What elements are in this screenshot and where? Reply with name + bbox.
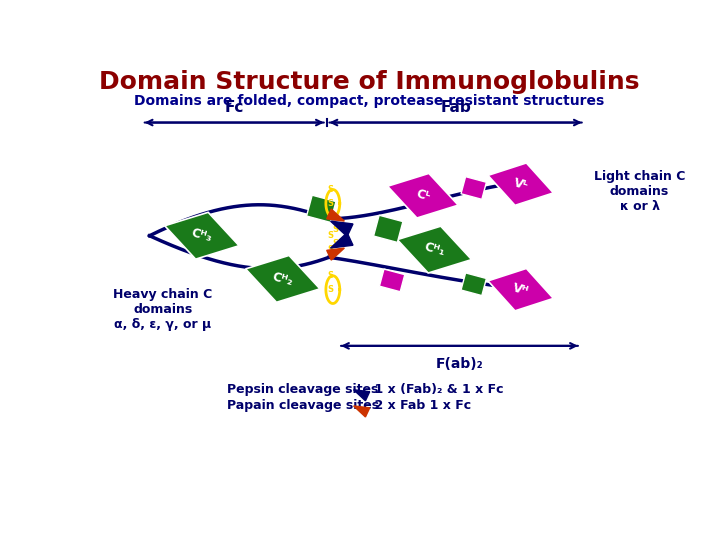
Text: Papain cleavage sites: Papain cleavage sites bbox=[227, 400, 379, 413]
Text: S: S bbox=[332, 239, 338, 248]
Text: Fc: Fc bbox=[225, 100, 244, 115]
Text: Fab: Fab bbox=[441, 100, 472, 115]
Text: - 2 x Fab 1 x Fc: - 2 x Fab 1 x Fc bbox=[365, 400, 472, 413]
Text: S: S bbox=[328, 285, 333, 294]
Polygon shape bbox=[387, 173, 458, 218]
Text: Cᴴ₂: Cᴴ₂ bbox=[271, 270, 294, 288]
Polygon shape bbox=[354, 390, 369, 401]
Text: Vᴸ: Vᴸ bbox=[512, 176, 529, 192]
Text: Cᴴ₁: Cᴴ₁ bbox=[423, 241, 446, 259]
Text: Heavy chain C
domains
α, δ, ε, γ, or μ: Heavy chain C domains α, δ, ε, γ, or μ bbox=[113, 288, 212, 331]
Text: Pepsin cleavage sites: Pepsin cleavage sites bbox=[227, 383, 378, 396]
Text: Cᴴ₃: Cᴴ₃ bbox=[190, 227, 214, 245]
Text: S: S bbox=[332, 225, 338, 234]
Text: S: S bbox=[328, 231, 333, 240]
Polygon shape bbox=[165, 212, 239, 259]
Polygon shape bbox=[327, 248, 344, 260]
Polygon shape bbox=[488, 268, 554, 311]
Polygon shape bbox=[397, 226, 472, 273]
Text: S: S bbox=[328, 245, 333, 254]
Text: S: S bbox=[328, 271, 333, 280]
Polygon shape bbox=[307, 195, 336, 222]
Polygon shape bbox=[354, 406, 369, 417]
Text: S: S bbox=[328, 185, 333, 194]
Text: S: S bbox=[328, 199, 333, 208]
Text: Domains are folded, compact, protease resistant structures: Domains are folded, compact, protease re… bbox=[134, 94, 604, 108]
Polygon shape bbox=[379, 269, 405, 292]
Polygon shape bbox=[327, 209, 344, 221]
Polygon shape bbox=[330, 221, 353, 237]
Text: Vᴴ: Vᴴ bbox=[511, 281, 530, 298]
Polygon shape bbox=[461, 273, 487, 295]
Polygon shape bbox=[461, 177, 487, 199]
Polygon shape bbox=[330, 233, 353, 248]
Text: Light chain C
domains
κ or λ: Light chain C domains κ or λ bbox=[594, 170, 685, 213]
Text: Domain Structure of Immunoglobulins: Domain Structure of Immunoglobulins bbox=[99, 70, 639, 94]
Polygon shape bbox=[246, 255, 320, 302]
Polygon shape bbox=[374, 215, 403, 242]
Text: Cᴸ: Cᴸ bbox=[415, 187, 431, 204]
Polygon shape bbox=[488, 163, 554, 205]
Text: F(ab)₂: F(ab)₂ bbox=[436, 356, 484, 370]
Text: - 1 x (Fab)₂ & 1 x Fc: - 1 x (Fab)₂ & 1 x Fc bbox=[365, 383, 504, 396]
